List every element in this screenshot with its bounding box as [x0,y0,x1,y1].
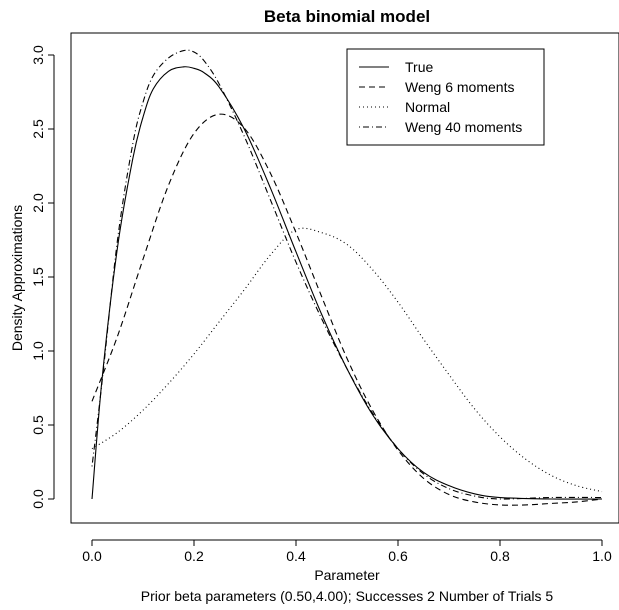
y-tick-label: 3.0 [30,45,46,65]
plot-frame [70,32,619,524]
x-tick-label: 1.0 [592,548,612,564]
series-line-weng-40-moments [91,49,603,500]
y-tick-label: 2.0 [30,193,46,213]
series-layer [91,49,603,506]
y-tick-label: 2.5 [30,119,46,139]
x-axis-label: Parameter [314,567,380,583]
x-tick-label: 0.8 [490,548,510,564]
legend: True Weng 6 moments Normal Weng 40 moments [346,48,545,146]
legend-label-weng-40-moments: Weng 40 moments [405,119,522,135]
x-tick-label: 0.2 [184,548,204,564]
legend-box [346,48,545,146]
legend-label-true: True [405,59,433,75]
x-tick-label: 0.6 [388,548,408,564]
x-tick-label: 0.4 [286,548,306,564]
chart-subtitle: Prior beta parameters (0.50,4.00); Succe… [141,588,554,604]
y-axis: 0.0 0.5 1.0 1.5 2.0 2.5 3.0 [30,45,55,509]
series-line-weng-6-moments [91,113,603,506]
series-line-normal [91,227,603,493]
chart-title: Beta binomial model [264,7,430,26]
series-line-true [91,66,603,500]
y-axis-label: Density Approximations [9,205,25,351]
x-axis: 0.0 0.2 0.4 0.6 0.8 1.0 [82,539,612,564]
y-tick-label: 1.0 [30,341,46,361]
legend-label-normal: Normal [405,99,450,115]
legend-label-weng-6-moments: Weng 6 moments [405,79,514,95]
x-tick-label: 0.0 [82,548,102,564]
y-tick-label: 0.5 [30,415,46,435]
y-tick-label: 0.0 [30,489,46,509]
y-tick-label: 1.5 [30,267,46,287]
